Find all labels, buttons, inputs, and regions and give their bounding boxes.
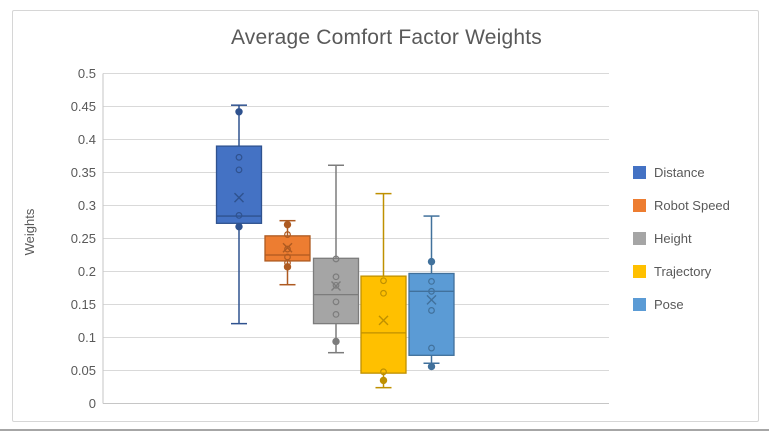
y-tick-label: 0.45 [71,99,96,114]
data-point-trajectory [380,368,387,376]
data-point-height [332,281,340,289]
mean-marker-trajectory [378,315,389,326]
legend-item-robot-speed[interactable]: Robot Speed [633,196,730,214]
data-point-robot-speed [284,231,291,238]
outlier-point-distance [235,108,243,116]
y-tick-label: 0.4 [78,132,96,147]
y-tick-label: 0.05 [71,363,96,378]
legend-swatch-height [633,231,646,245]
data-point-pose [428,278,435,285]
data-point-distance [235,153,243,161]
data-point-pose [428,287,435,295]
legend-label-height: Height [654,230,692,246]
mean-marker-robot-speed [282,242,293,253]
legend: Distance Robot Speed Height Trajectory Pose [633,163,730,328]
legend-label-robot-speed: Robot Speed [654,197,730,213]
mean-marker-height [331,281,341,292]
mean-marker-distance [234,192,244,203]
data-point-trajectory [380,289,387,297]
box-trajectory[interactable] [360,275,407,374]
data-point-pose [428,344,435,352]
legend-item-distance[interactable]: Distance [633,163,730,181]
data-point-trajectory [380,277,387,285]
y-tick-label: 0.3 [78,198,96,213]
y-tick-label: 0.25 [71,231,96,246]
bottom-rule [0,429,769,431]
box-pose[interactable] [408,272,455,356]
data-point-height [332,273,340,281]
data-point-distance [235,166,243,174]
data-point-height [332,255,340,263]
data-point-height [332,311,340,318]
legend-item-trajectory[interactable]: Trajectory [633,262,730,280]
mean-marker-pose [426,294,437,305]
data-point-robot-speed [284,245,291,253]
outlier-point-robot-speed [283,263,292,271]
legend-swatch-trajectory [633,264,646,278]
legend-label-distance: Distance [654,164,705,180]
box-distance[interactable] [215,145,263,224]
legend-swatch-robot-speed [633,198,646,212]
data-point-distance [235,211,243,219]
y-tick-label: 0.2 [78,264,96,279]
outlier-point-pose [427,362,436,371]
legend-label-trajectory: Trajectory [654,263,712,279]
outlier-point-robot-speed [283,220,292,229]
y-tick-label: 0.15 [71,297,96,312]
chart-title: Average Comfort Factor Weights [230,26,542,49]
y-tick-label: 0.35 [71,165,96,180]
outlier-point-trajectory [379,376,388,385]
outlier-point-pose [427,257,436,266]
data-point-pose [428,307,435,314]
outlier-point-height [332,337,340,346]
y-tick-label: 0.1 [78,330,96,345]
legend-swatch-distance [633,165,646,179]
y-tick-label: 0 [89,396,96,411]
legend-item-pose[interactable]: Pose [633,295,730,313]
legend-item-height[interactable]: Height [633,229,730,247]
outlier-point-distance [235,222,243,231]
y-tick-label: 0.5 [78,66,96,81]
legend-swatch-pose [633,297,646,311]
data-point-height [332,298,340,306]
legend-label-pose: Pose [654,296,684,312]
box-height[interactable] [312,257,360,325]
